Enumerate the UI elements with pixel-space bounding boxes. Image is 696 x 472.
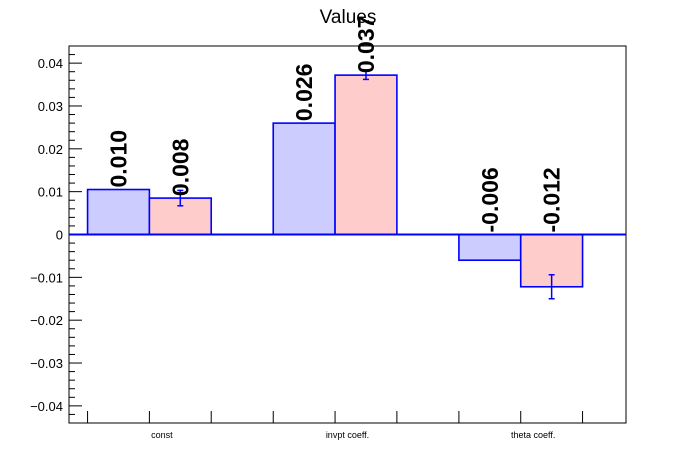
bars (86, 74, 584, 288)
x-category-label: theta coeff. (511, 430, 555, 440)
data-labels: 0.010 0.026 -0.006 0.008 0.037 -0.012 (105, 16, 564, 233)
y-tick-label: 0.01 (38, 185, 63, 200)
error-bars (177, 70, 555, 300)
data-label: 0.026 (291, 64, 317, 122)
bar (334, 74, 398, 236)
y-tick-label: 0.03 (38, 99, 63, 114)
y-axis: −0.04 −0.03 −0.02 −0.01 0 0.01 0.02 0.03 0.04 (30, 45, 82, 424)
y-tick-label: −0.04 (30, 399, 63, 414)
data-label: 0.008 (167, 138, 193, 196)
y-tick-label: −0.03 (30, 356, 63, 371)
y-tick-label: −0.02 (30, 313, 63, 328)
x-category-label: invpt coeff. (326, 430, 369, 440)
data-label: 0.010 (105, 130, 131, 188)
y-tick-label: −0.01 (30, 270, 63, 285)
x-category-label: const (151, 430, 173, 440)
y-tick-label: 0.02 (38, 142, 63, 157)
bar (86, 188, 151, 236)
data-label: -0.012 (539, 167, 565, 232)
chart-title: Values (320, 7, 377, 28)
bar (272, 122, 336, 236)
data-label: 0.037 (353, 16, 379, 74)
x-axis: const invpt coeff. theta coeff. (87, 411, 584, 440)
data-label: -0.006 (477, 167, 503, 232)
y-tick-label: 0 (56, 228, 63, 243)
bar (458, 233, 522, 262)
y-tick-label: 0.04 (38, 56, 63, 71)
